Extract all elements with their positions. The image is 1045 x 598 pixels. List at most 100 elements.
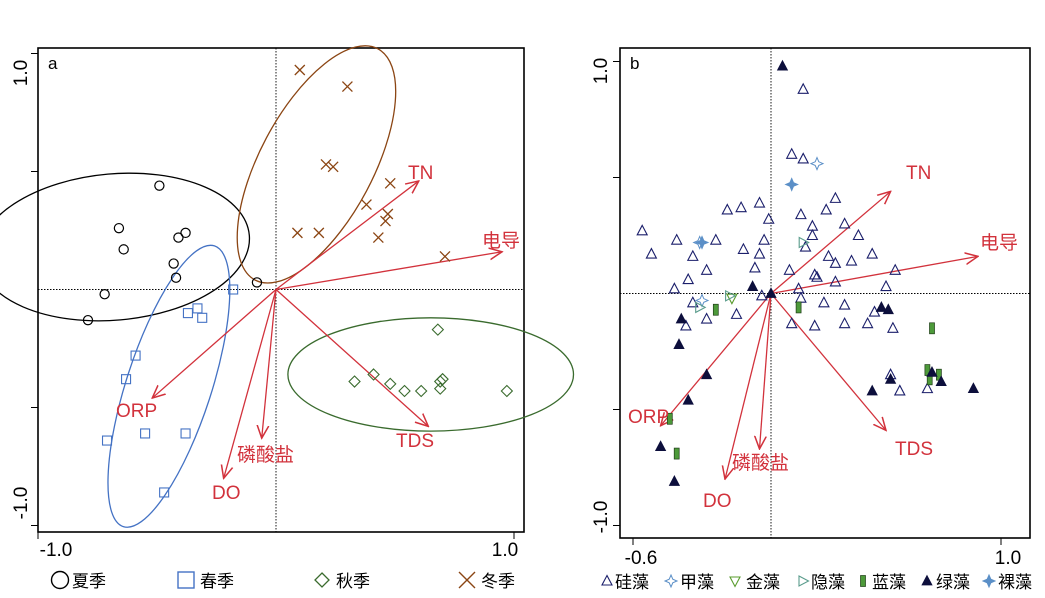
point-triangle-up — [838, 298, 851, 310]
vector-arrow — [770, 256, 978, 295]
vector-arrow — [770, 191, 891, 294]
panel-a-label: a — [48, 54, 58, 73]
legend-label: 秋季 — [336, 572, 370, 592]
point-triangle-up — [762, 212, 775, 224]
point-diamond — [398, 384, 411, 398]
legend-marker-diamond — [314, 572, 330, 588]
legend-bar-icon — [860, 575, 866, 587]
point-triangle-up-filled — [700, 368, 713, 380]
point-triangle-up — [820, 203, 833, 215]
point-triangle-up — [785, 316, 798, 329]
legend-item-dinoflagellate: 甲藻 — [663, 573, 714, 593]
legend-marker-triangle-filled — [921, 574, 933, 586]
point-square — [182, 308, 193, 319]
vector-arrow — [770, 293, 886, 431]
point-triangle-up — [709, 233, 722, 245]
point-triangle-up — [682, 272, 695, 285]
point-triangle-up — [721, 203, 734, 215]
legend-label: 金藻 — [746, 573, 780, 593]
point-star-filled — [694, 235, 710, 250]
point-circle — [154, 180, 165, 191]
point-triangle-up-filled — [675, 312, 687, 324]
point-triangle-up — [829, 191, 842, 203]
panel-b-frame — [619, 47, 1031, 539]
point-triangle-up-filled — [682, 393, 694, 405]
point-x — [372, 232, 384, 244]
point-diamond — [414, 384, 428, 398]
confidence-ellipse — [0, 172, 251, 322]
point-triangle-right — [725, 289, 737, 302]
point-triangle-up — [808, 319, 821, 331]
point-x — [341, 81, 353, 92]
point-triangle-up — [797, 152, 810, 164]
legend-marker-bar — [860, 575, 866, 587]
legend-marker-star4-open — [663, 573, 679, 589]
point-triangle-up — [921, 381, 934, 394]
point-bar — [795, 301, 802, 314]
panel-b-ticks — [613, 61, 1002, 545]
point-triangle-up — [829, 256, 842, 268]
legend-label: 冬季 — [481, 572, 515, 592]
point-star-open — [694, 293, 710, 308]
point-triangle-up — [838, 316, 851, 329]
vector-label-tds: TDS — [396, 431, 434, 452]
point-triangle-up — [753, 247, 766, 259]
legend-item-euglenoid: 裸藻 — [981, 573, 1032, 593]
panel-a-points — [82, 64, 514, 498]
panel-b-label: b — [630, 54, 639, 73]
point-triangle-up — [889, 263, 902, 275]
point-triangle-up-filled — [673, 338, 685, 349]
vector-label-conductivity: 电导 — [482, 230, 520, 252]
legend-circle-icon — [50, 570, 70, 590]
point-circle — [170, 272, 182, 283]
panel-a-vectors — [152, 181, 502, 478]
vector-label-phosphate: 磷酸盐 — [237, 444, 294, 466]
point-triangle-up — [730, 307, 743, 319]
point-triangle-up-filled — [882, 303, 894, 315]
point-diamond — [383, 377, 397, 391]
confidence-ellipse — [236, 45, 397, 284]
point-x — [439, 251, 451, 262]
point-triangle-up — [753, 196, 766, 208]
legend-label: 硅藻 — [615, 573, 649, 593]
point-triangle-up — [861, 316, 874, 329]
point-square — [159, 487, 170, 498]
point-triangle-up — [758, 233, 771, 245]
legend-marker-square — [177, 571, 195, 589]
point-triangle-up — [852, 228, 865, 241]
vector-label-do: DO — [703, 491, 732, 512]
vector-arrow — [275, 181, 419, 291]
point-triangle-up-filled — [866, 384, 878, 396]
point-triangle-up — [748, 261, 761, 273]
legend-item-spring: 春季 — [177, 571, 234, 592]
legend-label: 裸藻 — [998, 573, 1032, 593]
panel-a-frame — [37, 47, 525, 533]
point-star-filled — [784, 177, 799, 192]
point-square — [140, 428, 151, 439]
point-square — [121, 374, 132, 385]
legend-item-diatom: 硅藻 — [601, 573, 649, 593]
point-x — [294, 64, 306, 76]
point-triangle-up — [822, 249, 835, 261]
vector-label-phosphate: 磷酸盐 — [732, 452, 789, 474]
point-square — [192, 303, 203, 314]
point-square — [130, 350, 141, 361]
point-circle — [82, 314, 94, 326]
point-triangle-up — [636, 224, 649, 236]
confidence-ellipse — [107, 244, 231, 528]
point-square — [101, 435, 113, 446]
legend-item-winter: 冬季 — [458, 571, 515, 592]
legend-item-autumn: 秋季 — [314, 572, 370, 592]
vector-arrow — [275, 252, 502, 291]
point-triangle-up-filled — [935, 375, 947, 387]
point-diamond — [367, 368, 380, 381]
point-triangle-up — [792, 282, 805, 294]
vector-label-tds: TDS — [895, 439, 933, 460]
legend-label: 隐藻 — [811, 573, 845, 593]
panel-a-legend: 夏季 春季 秋季 冬季 — [50, 570, 515, 592]
panel-a-x-tick-label: 1.0 — [492, 540, 518, 561]
legend-item-chrysophyte: 金藻 — [729, 573, 780, 593]
legend-item-summer: 夏季 — [50, 570, 106, 592]
point-circle — [113, 222, 125, 234]
